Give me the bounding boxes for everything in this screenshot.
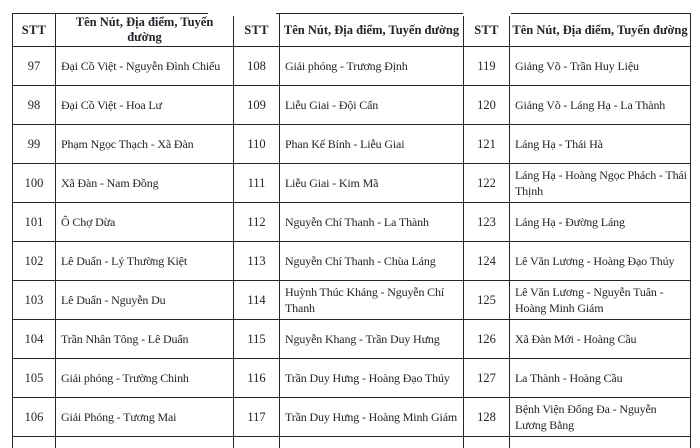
table-row: 107Giải phóng - bến xe phía nam118Giảng … [12,436,691,448]
table-row: 97 Đại Cồ Việt - Nguyễn Đình Chiểu 108 Giải… [12,46,691,86]
stt-cell: 101 [12,202,56,242]
stt-cell: 122 [463,163,510,203]
route-cell: Giảng Võ - Cát Linh [279,436,464,448]
route-cell: Huỳnh Thúc Kháng - Nguyễn Chí Thanh [279,280,464,320]
column-header-name-3: Tên Nút, Địa điểm, Tuyến đường [509,13,691,47]
table-row: 98 Đại Cồ Việt - Hoa Lư 109 Liễu Giai - Đội… [12,85,691,125]
stt-cell: 125 [463,280,510,320]
route-cell: Trần Duy Hưng - Hoàng Minh Giám [279,397,464,437]
stt-cell: 97 [12,46,56,86]
route-cell: Đại Cồ Việt - Hoa Lư [55,85,234,125]
route-cell: La Thành - Hoàng Cầu [509,358,691,398]
stt-cell: 118 [233,436,280,448]
table-row: 102 Lê Duẩn - Lý Thường Kiệt 113 Nguyễn Chí… [12,241,691,281]
stt-cell: 102 [12,241,56,281]
table-header-row: STT Tên Nút, Địa điểm, Tuyến đường STT T… [12,13,691,47]
route-cell: Tây Sơn - Hồ Đắc Di [509,436,691,448]
route-cell: Trần Nhân Tông - Lê Duẩn [55,319,234,359]
stt-cell: 113 [233,241,280,281]
route-cell: Nguyễn Chí Thanh - Chùa Láng [279,241,464,281]
route-cell: Bệnh Viện Đống Đa - Nguyễn Lương Bằng [509,397,691,437]
stt-cell: 126 [463,319,510,359]
route-cell: Trần Duy Hưng - Hoàng Đạo Thúy [279,358,464,398]
route-cell: Lê Duẩn - Nguyễn Du [55,280,234,320]
table-row: 106 Giải Phóng - Tương Mai 117 Trần Duy Hưn… [12,397,691,437]
top-border-gap [208,12,276,16]
route-cell: Giảng Võ - Trần Huy Liệu [509,46,691,86]
top-border-gap [463,12,511,16]
route-cell: Phan Kế Bính - Liễu Giai [279,124,464,164]
stt-cell: 115 [233,319,280,359]
route-cell: Liễu Giai - Kim Mã [279,163,464,203]
intersections-table: STT Tên Nút, Địa điểm, Tuyến đường STT T… [12,13,691,448]
route-cell: Nguyễn Chí Thanh - La Thành [279,202,464,242]
route-cell: Đại Cồ Việt - Nguyễn Đình Chiểu [55,46,234,86]
route-cell: Láng Hạ - Thái Hà [509,124,691,164]
route-cell: Liễu Giai - Đội Cấn [279,85,464,125]
column-header-stt-1: STT [12,13,56,47]
stt-cell: 104 [12,319,56,359]
route-cell: Láng Hạ - Hoàng Ngọc Phách - Thái Thịnh [509,163,691,203]
column-header-name-1: Tên Nút, Địa điểm, Tuyến đường [55,13,234,47]
table-row: 104 Trần Nhân Tông - Lê Duẩn 115 Nguyễn Kha… [12,319,691,359]
stt-cell: 121 [463,124,510,164]
column-header-stt-2: STT [233,13,280,47]
stt-cell: 106 [12,397,56,437]
route-cell: Nguyễn Khang - Trần Duy Hưng [279,319,464,359]
route-cell: Phạm Ngọc Thạch - Xã Đàn [55,124,234,164]
table-row: 105 Giải phóng - Trường Chinh 116 Trần Duy … [12,358,691,398]
route-cell: Lê Duẩn - Lý Thường Kiệt [55,241,234,281]
route-cell: Giải phóng - bến xe phía nam [55,436,234,448]
stt-cell: 99 [12,124,56,164]
route-cell: Xã Đàn - Nam Đồng [55,163,234,203]
route-cell: Láng Hạ - Đường Láng [509,202,691,242]
stt-cell: 123 [463,202,510,242]
stt-cell: 112 [233,202,280,242]
stt-cell: 124 [463,241,510,281]
route-cell: Giải phóng - Trường Chinh [55,358,234,398]
stt-cell: 119 [463,46,510,86]
table-row: 99 Phạm Ngọc Thạch - Xã Đàn 110 Phan Kế Bín… [12,124,691,164]
table-row: 101 Ô Chợ Dừa 112 Nguyễn Chí Thanh - La Thà… [12,202,691,242]
route-cell: Giảng Võ - Láng Hạ - La Thành [509,85,691,125]
stt-cell: 128 [463,397,510,437]
route-cell: Ô Chợ Dừa [55,202,234,242]
stt-cell: 103 [12,280,56,320]
stt-cell: 105 [12,358,56,398]
stt-cell: 114 [233,280,280,320]
column-header-name-2: Tên Nút, Địa điểm, Tuyến đường [279,13,464,47]
route-cell: Xã Đàn Mới - Hoàng Cầu [509,319,691,359]
stt-cell: 111 [233,163,280,203]
route-cell: Giải Phóng - Tương Mai [55,397,234,437]
stt-cell: 109 [233,85,280,125]
route-cell: Giải phóng - Trương Định [279,46,464,86]
stt-cell: 120 [463,85,510,125]
stt-cell: 107 [12,436,56,448]
table-row: 103 Lê Duẩn - Nguyễn Du 114 Huỳnh Thúc Khán… [12,280,691,320]
table-row: 100 Xã Đàn - Nam Đồng 111 Liễu Giai - Kim M… [12,163,691,203]
stt-cell: 116 [233,358,280,398]
route-cell: Lê Văn Lương - Hoàng Đạo Thúy [509,241,691,281]
route-cell: Lê Văn Lương - Nguyễn Tuân - Hoàng Minh … [509,280,691,320]
stt-cell: 98 [12,85,56,125]
stt-cell: 108 [233,46,280,86]
stt-cell: 129 [463,436,510,448]
stt-cell: 117 [233,397,280,437]
stt-cell: 100 [12,163,56,203]
stt-cell: 110 [233,124,280,164]
stt-cell: 127 [463,358,510,398]
table-body: 97 Đại Cồ Việt - Nguyễn Đình Chiểu 108 Giải… [12,46,691,448]
column-header-stt-3: STT [463,13,510,47]
